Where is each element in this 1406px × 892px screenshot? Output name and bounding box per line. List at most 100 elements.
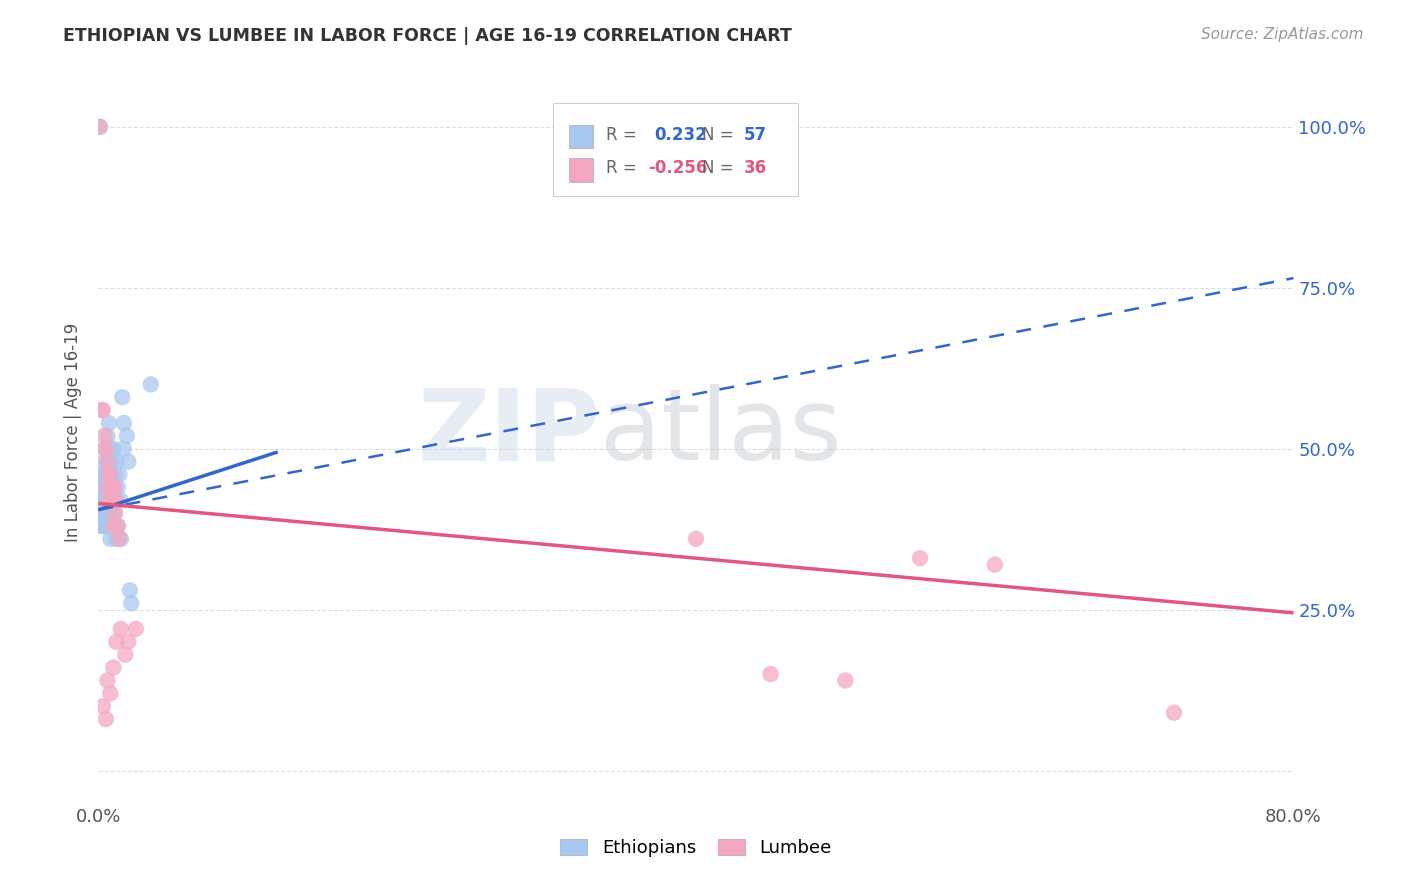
Point — [93, 480, 115, 494]
Point — [105, 493, 128, 508]
Text: atlas: atlas — [600, 384, 842, 481]
Point — [111, 390, 134, 404]
Point — [98, 493, 122, 508]
Point — [101, 480, 124, 494]
Point — [104, 506, 127, 520]
Text: -0.256: -0.256 — [648, 160, 707, 178]
Point — [98, 467, 122, 482]
Point — [139, 377, 162, 392]
Point — [98, 442, 122, 456]
Point — [103, 519, 125, 533]
Point — [96, 429, 118, 443]
FancyBboxPatch shape — [553, 103, 797, 195]
Point — [107, 519, 129, 533]
Point — [97, 480, 120, 494]
Text: Source: ZipAtlas.com: Source: ZipAtlas.com — [1201, 27, 1364, 42]
Point — [90, 519, 112, 533]
Point — [107, 480, 129, 494]
Point — [89, 506, 111, 520]
Point — [93, 506, 115, 520]
Point — [103, 660, 125, 674]
Point — [120, 596, 142, 610]
Point — [125, 622, 148, 636]
Point — [96, 454, 118, 468]
Point — [98, 532, 122, 546]
Point — [90, 480, 112, 494]
Point — [110, 532, 132, 546]
Point — [103, 442, 125, 456]
Point — [112, 442, 135, 456]
Point — [93, 429, 115, 443]
Point — [91, 467, 114, 482]
Point — [97, 467, 120, 482]
Point — [101, 480, 124, 494]
Point — [96, 454, 118, 468]
Point — [90, 403, 112, 417]
Point — [94, 712, 117, 726]
Y-axis label: In Labor Force | Age 16-19: In Labor Force | Age 16-19 — [65, 323, 83, 542]
Point — [984, 558, 1007, 572]
Point — [103, 480, 125, 494]
Point — [110, 493, 132, 508]
Point — [105, 635, 128, 649]
Point — [104, 467, 127, 482]
Text: N =: N = — [702, 126, 734, 144]
Point — [90, 493, 112, 508]
Point — [834, 673, 856, 688]
Point — [94, 493, 117, 508]
Point — [93, 442, 115, 456]
Point — [105, 493, 128, 508]
Point — [115, 429, 138, 443]
FancyBboxPatch shape — [569, 125, 593, 148]
Point — [118, 583, 141, 598]
Point — [105, 532, 128, 546]
Point — [93, 467, 115, 482]
Point — [96, 480, 118, 494]
Text: R =: R = — [606, 160, 637, 178]
Point — [91, 519, 114, 533]
Point — [685, 532, 707, 546]
Point — [114, 648, 136, 662]
Point — [107, 519, 129, 533]
Point — [105, 454, 128, 468]
Text: ETHIOPIAN VS LUMBEE IN LABOR FORCE | AGE 16-19 CORRELATION CHART: ETHIOPIAN VS LUMBEE IN LABOR FORCE | AGE… — [63, 27, 792, 45]
Point — [94, 442, 117, 456]
Point — [101, 519, 124, 533]
Point — [759, 667, 782, 681]
Text: 57: 57 — [744, 126, 766, 144]
Point — [89, 120, 111, 134]
Text: 0.232: 0.232 — [654, 126, 707, 144]
Point — [97, 454, 120, 468]
Point — [96, 480, 118, 494]
Point — [98, 686, 122, 700]
Point — [104, 506, 127, 520]
Point — [117, 454, 139, 468]
Point — [96, 673, 118, 688]
Point — [98, 506, 122, 520]
Point — [97, 416, 120, 430]
Text: R =: R = — [606, 126, 637, 144]
Point — [101, 454, 124, 468]
Point — [94, 442, 117, 456]
Point — [96, 493, 118, 508]
Point — [908, 551, 931, 566]
Text: ZIP: ZIP — [418, 384, 600, 481]
Text: N =: N = — [702, 160, 734, 178]
Point — [89, 120, 111, 134]
Point — [94, 467, 117, 482]
Point — [97, 519, 120, 533]
Point — [1163, 706, 1185, 720]
Point — [91, 506, 114, 520]
Point — [117, 635, 139, 649]
Point — [108, 467, 131, 482]
Point — [93, 519, 115, 533]
Point — [91, 493, 114, 508]
Text: 36: 36 — [744, 160, 766, 178]
Point — [94, 480, 117, 494]
Point — [103, 493, 125, 508]
Point — [94, 506, 117, 520]
Legend: Ethiopians, Lumbee: Ethiopians, Lumbee — [553, 831, 839, 864]
Point — [112, 416, 135, 430]
Point — [93, 454, 115, 468]
FancyBboxPatch shape — [569, 158, 593, 182]
